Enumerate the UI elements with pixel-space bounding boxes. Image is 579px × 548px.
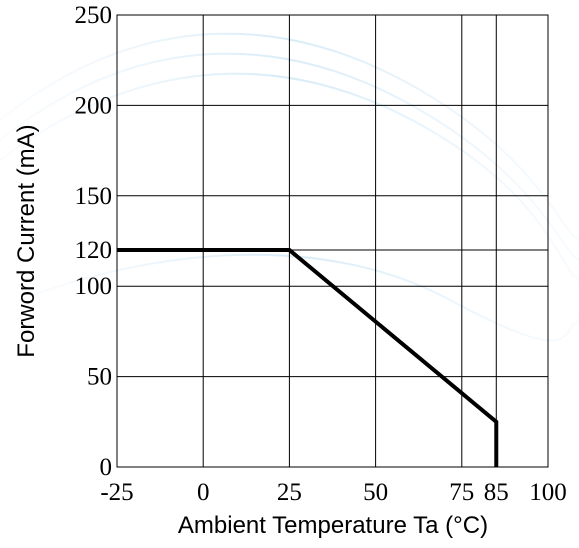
line <box>117 248 499 467</box>
y-tick-label: 50 <box>87 364 112 391</box>
plot-frame <box>116 14 549 468</box>
y-tick-label: 120 <box>75 237 113 264</box>
y-tick-label: 200 <box>75 92 113 119</box>
x-axis-label: Ambient Temperature Ta (°C) <box>178 512 488 539</box>
x-tick-label: 100 <box>529 479 567 506</box>
y-tick-label: 100 <box>75 273 113 300</box>
x-tick-label: 25 <box>277 479 302 506</box>
y-axis-label: Forword Current (mA) <box>13 124 40 357</box>
x-tick-label: -25 <box>100 479 133 506</box>
y-tick-label: 0 <box>100 454 113 481</box>
x-tick-label: 50 <box>363 479 388 506</box>
background-waves <box>0 32 579 342</box>
y-tick-label: 250 <box>75 2 113 29</box>
x-tick-label: 75 <box>449 479 474 506</box>
x-tick-label: 0 <box>197 479 210 506</box>
y-tick-label: 150 <box>75 183 113 210</box>
x-tick-label: 85 <box>484 479 509 506</box>
